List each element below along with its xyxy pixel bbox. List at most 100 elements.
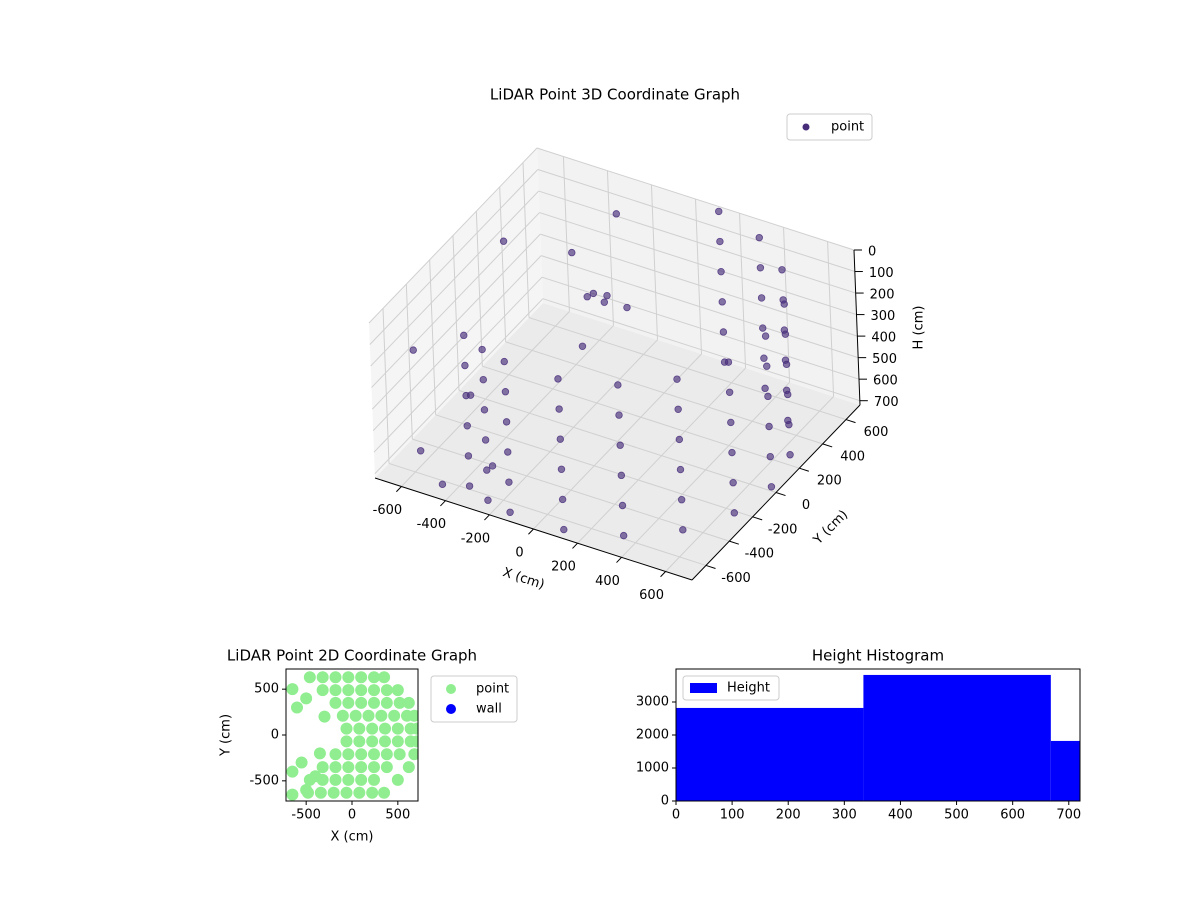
y-axis-label: Y (cm)	[219, 714, 234, 757]
point	[583, 293, 591, 301]
point	[560, 525, 568, 534]
point	[388, 709, 401, 722]
legend-box	[682, 675, 780, 701]
grid-line	[371, 212, 540, 388]
point	[368, 671, 380, 684]
point	[720, 358, 729, 366]
point	[557, 465, 566, 473]
point	[342, 773, 355, 786]
grid-line	[388, 462, 707, 566]
y-tick-label: -200	[768, 522, 798, 537]
grid-line	[373, 276, 543, 453]
point	[674, 405, 682, 413]
point	[286, 683, 299, 696]
point	[329, 748, 342, 761]
grid-line	[536, 147, 855, 251]
legend-box	[786, 113, 873, 141]
point	[763, 362, 771, 370]
z-tick-label: 300	[871, 309, 896, 324]
y-tick-label: 1000	[636, 761, 669, 776]
point	[616, 441, 624, 449]
point	[355, 748, 368, 761]
point	[368, 748, 380, 761]
point	[504, 448, 512, 456]
bar	[863, 674, 1051, 801]
z-tick-label: 400	[871, 331, 896, 346]
y-tick-label: -500	[249, 773, 279, 788]
point	[728, 448, 736, 457]
point	[300, 784, 313, 796]
x-tick-label: 300	[832, 808, 857, 823]
y-tick-label: 0	[661, 794, 669, 809]
point	[505, 478, 513, 486]
point	[340, 722, 353, 735]
point	[411, 735, 418, 748]
x-tick-label: 700	[1056, 808, 1081, 823]
legend-marker	[446, 704, 456, 714]
point	[675, 435, 684, 444]
point	[368, 761, 380, 774]
point	[342, 671, 355, 684]
point	[780, 326, 789, 334]
point	[615, 411, 623, 419]
point	[618, 501, 627, 510]
chart-title: LiDAR Point 3D Coordinate Graph	[490, 86, 740, 104]
point	[767, 483, 776, 491]
tick-mark	[729, 540, 739, 545]
point	[402, 696, 415, 709]
grid-line	[539, 212, 857, 316]
tick-mark	[705, 564, 716, 569]
point	[484, 496, 492, 504]
point	[480, 406, 489, 414]
x-tick-label: 100	[720, 808, 745, 823]
grid-line	[370, 190, 540, 367]
y-tick-label: 400	[840, 449, 865, 464]
point	[316, 671, 329, 684]
point	[717, 267, 725, 276]
tick-mark	[752, 516, 763, 521]
point	[295, 756, 308, 769]
point	[558, 495, 567, 504]
x-tick-label: 500	[944, 808, 969, 823]
point	[617, 471, 626, 480]
point	[411, 722, 418, 735]
grid-line	[541, 255, 859, 359]
point	[612, 210, 620, 218]
point	[757, 294, 766, 302]
point	[329, 773, 342, 786]
point	[375, 709, 388, 722]
legend-label: wall	[476, 702, 502, 717]
x-tick-label: 0	[515, 546, 523, 561]
point	[679, 526, 687, 534]
y-axis-label: Y (cm)	[810, 507, 851, 548]
point	[483, 466, 491, 474]
grid-line	[369, 169, 539, 345]
x-axis-label: X (cm)	[331, 830, 374, 845]
point	[478, 345, 486, 354]
x-tick-label: 0	[348, 808, 356, 823]
z-tick-label: 100	[869, 266, 894, 281]
point	[502, 418, 511, 426]
x-tick-label: -200	[461, 531, 491, 546]
tick-mark	[484, 514, 490, 521]
bar	[676, 707, 864, 801]
point	[355, 696, 368, 709]
point	[327, 786, 340, 799]
point	[500, 357, 508, 366]
plot-area	[286, 671, 418, 801]
point	[554, 375, 562, 383]
x-axis	[374, 477, 693, 581]
point	[342, 696, 355, 709]
grid-line	[371, 233, 541, 410]
x-tick-label: 600	[639, 588, 664, 603]
point	[362, 709, 375, 722]
point	[501, 388, 510, 396]
point	[402, 761, 415, 774]
point	[316, 761, 329, 774]
point	[380, 748, 393, 761]
point	[349, 709, 362, 722]
point	[718, 298, 726, 306]
grid-line	[372, 255, 542, 431]
point	[555, 405, 563, 413]
point	[353, 722, 366, 735]
